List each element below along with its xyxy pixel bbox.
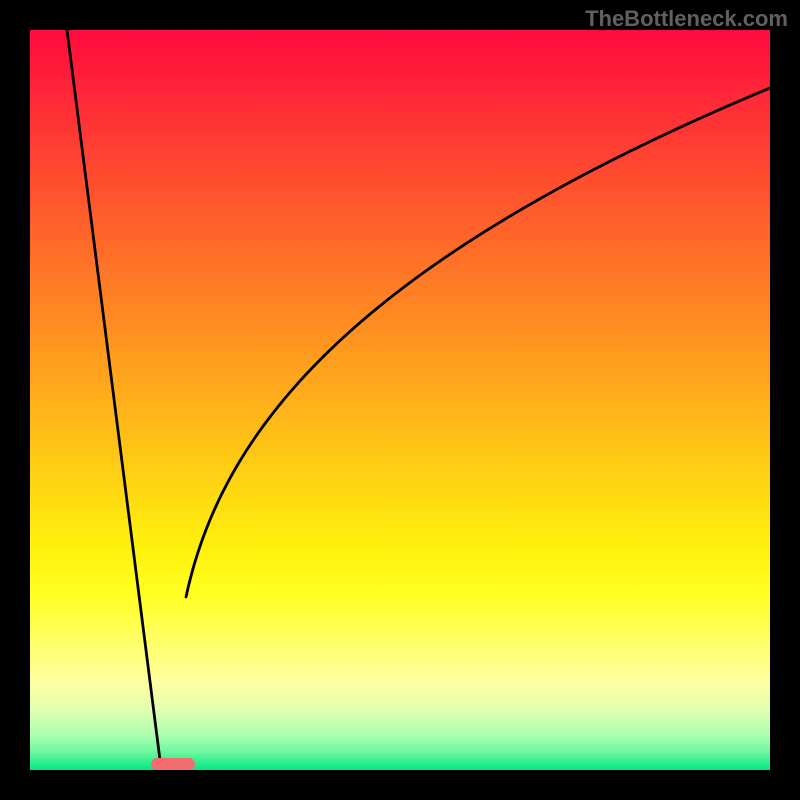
vertex-marker xyxy=(151,758,195,770)
chart-container: TheBottleneck.com xyxy=(0,0,800,800)
plot-area xyxy=(30,30,770,770)
bottleneck-chart xyxy=(0,0,800,800)
watermark-text: TheBottleneck.com xyxy=(585,6,788,32)
